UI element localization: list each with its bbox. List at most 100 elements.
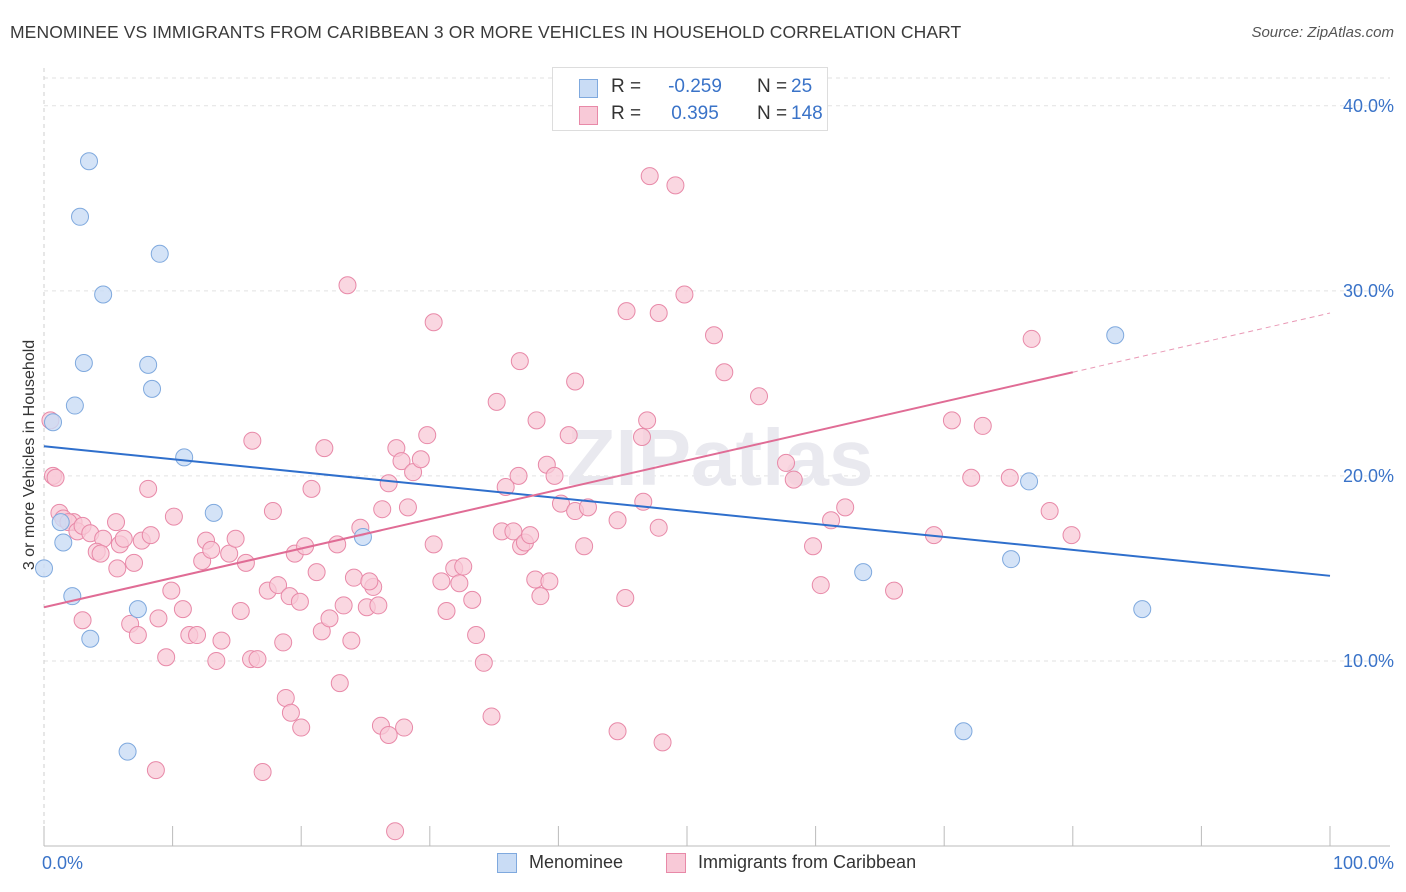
- data-point-menominee: [80, 152, 99, 171]
- y-axis-label: 3 or more Vehicles in Household: [21, 340, 38, 570]
- axes: [43, 68, 1390, 847]
- data-point-caribbean: [164, 507, 183, 526]
- data-point-caribbean: [202, 540, 221, 559]
- trend-lines: [43, 312, 1331, 609]
- data-point-caribbean: [608, 511, 627, 530]
- data-point-caribbean: [274, 633, 293, 652]
- data-point-caribbean: [344, 568, 363, 587]
- tick-labels: 10.0% 20.0% 30.0% 40.0% 0.0% 100.0%: [42, 96, 1394, 873]
- data-point-caribbean: [675, 285, 694, 304]
- data-point-caribbean: [91, 544, 110, 563]
- data-point-caribbean: [640, 167, 659, 186]
- watermark: ZIPatlas: [567, 413, 874, 502]
- data-point-caribbean: [392, 452, 411, 471]
- data-point-menominee: [1020, 472, 1039, 491]
- data-point-caribbean: [162, 581, 181, 600]
- data-point-caribbean: [173, 600, 192, 619]
- data-point-caribbean: [836, 498, 855, 517]
- data-point-caribbean: [575, 537, 594, 556]
- data-point-caribbean: [540, 572, 559, 591]
- data-point-caribbean: [617, 302, 636, 321]
- data-point-caribbean: [398, 498, 417, 517]
- data-point-menominee: [353, 527, 372, 546]
- data-point-caribbean: [207, 651, 226, 670]
- data-point-caribbean: [149, 609, 168, 628]
- data-point-caribbean: [1040, 502, 1059, 521]
- legend-n-value: 148: [791, 103, 823, 124]
- data-point-caribbean: [292, 718, 311, 737]
- data-point-caribbean: [338, 276, 357, 295]
- source-label: Source: ZipAtlas.com: [1251, 24, 1394, 41]
- data-point-caribbean: [141, 526, 160, 545]
- data-point-caribbean: [188, 626, 207, 645]
- data-point-caribbean: [632, 428, 651, 447]
- legend-n-label: N =: [757, 103, 788, 124]
- data-point-menominee: [854, 563, 873, 582]
- data-point-menominee: [71, 207, 90, 226]
- legend-swatch-blue: [579, 79, 598, 98]
- data-point-caribbean: [504, 522, 523, 541]
- data-point-menominee: [54, 533, 73, 552]
- data-point-caribbean: [369, 596, 388, 615]
- data-point-caribbean: [269, 576, 288, 595]
- data-point-caribbean: [784, 470, 803, 489]
- data-point-caribbean: [467, 626, 486, 645]
- data-point-menominee: [65, 396, 84, 415]
- data-point-caribbean: [482, 707, 501, 726]
- bottom-legend-swatch-pink: [666, 853, 686, 873]
- data-point-menominee: [118, 742, 137, 761]
- data-point-caribbean: [474, 653, 493, 672]
- data-point-caribbean: [146, 761, 165, 780]
- data-point-caribbean: [811, 576, 830, 595]
- data-point-caribbean: [395, 718, 414, 737]
- data-point-caribbean: [342, 631, 361, 650]
- data-point-menominee: [1106, 326, 1125, 345]
- data-point-caribbean: [973, 416, 992, 435]
- data-point-caribbean: [114, 529, 133, 548]
- bottom-legend-label: Immigrants from Caribbean: [698, 852, 917, 872]
- data-point-caribbean: [386, 822, 405, 841]
- data-point-menominee: [81, 629, 100, 648]
- data-point-caribbean: [334, 596, 353, 615]
- data-point-caribbean: [666, 176, 685, 195]
- data-point-caribbean: [220, 544, 239, 563]
- data-point-caribbean: [226, 529, 245, 548]
- legend-n-value: 25: [791, 76, 813, 97]
- data-point-caribbean: [1062, 526, 1081, 545]
- data-point-menominee: [175, 448, 194, 467]
- data-point-caribbean: [320, 609, 339, 628]
- legend: R = -0.259 N = 25 R = 0.395 N = 148: [552, 67, 828, 131]
- series-immigrants-from-caribbean: [41, 167, 1081, 841]
- data-point-caribbean: [463, 590, 482, 609]
- data-point-caribbean: [962, 468, 981, 487]
- data-point-caribbean: [128, 626, 147, 645]
- data-point-caribbean: [509, 466, 528, 485]
- data-point-caribbean: [107, 513, 126, 532]
- data-point-caribbean: [315, 439, 334, 458]
- data-point-menominee: [74, 353, 93, 372]
- legend-r-label: R =: [611, 76, 642, 97]
- data-point-caribbean: [527, 411, 546, 430]
- data-point-caribbean: [330, 674, 349, 693]
- data-point-caribbean: [942, 411, 961, 430]
- data-point-caribbean: [231, 601, 250, 620]
- data-point-caribbean: [559, 426, 578, 445]
- data-point-menominee: [94, 285, 113, 304]
- data-point-caribbean: [424, 313, 443, 332]
- data-point-caribbean: [521, 526, 540, 545]
- data-point-menominee: [143, 379, 162, 398]
- legend-r-value: 0.395: [671, 103, 719, 124]
- data-point-menominee: [44, 413, 63, 432]
- data-point-caribbean: [510, 352, 529, 371]
- data-point-caribbean: [411, 450, 430, 469]
- data-point-caribbean: [608, 722, 627, 741]
- data-point-caribbean: [73, 611, 92, 630]
- legend-swatch-pink: [579, 106, 598, 125]
- x-tick-label: 100.0%: [1333, 853, 1394, 873]
- data-point-caribbean: [302, 479, 321, 498]
- data-point-caribbean: [715, 363, 734, 382]
- data-point-caribbean: [418, 426, 437, 445]
- data-point-caribbean: [653, 733, 672, 752]
- data-point-caribbean: [46, 468, 65, 487]
